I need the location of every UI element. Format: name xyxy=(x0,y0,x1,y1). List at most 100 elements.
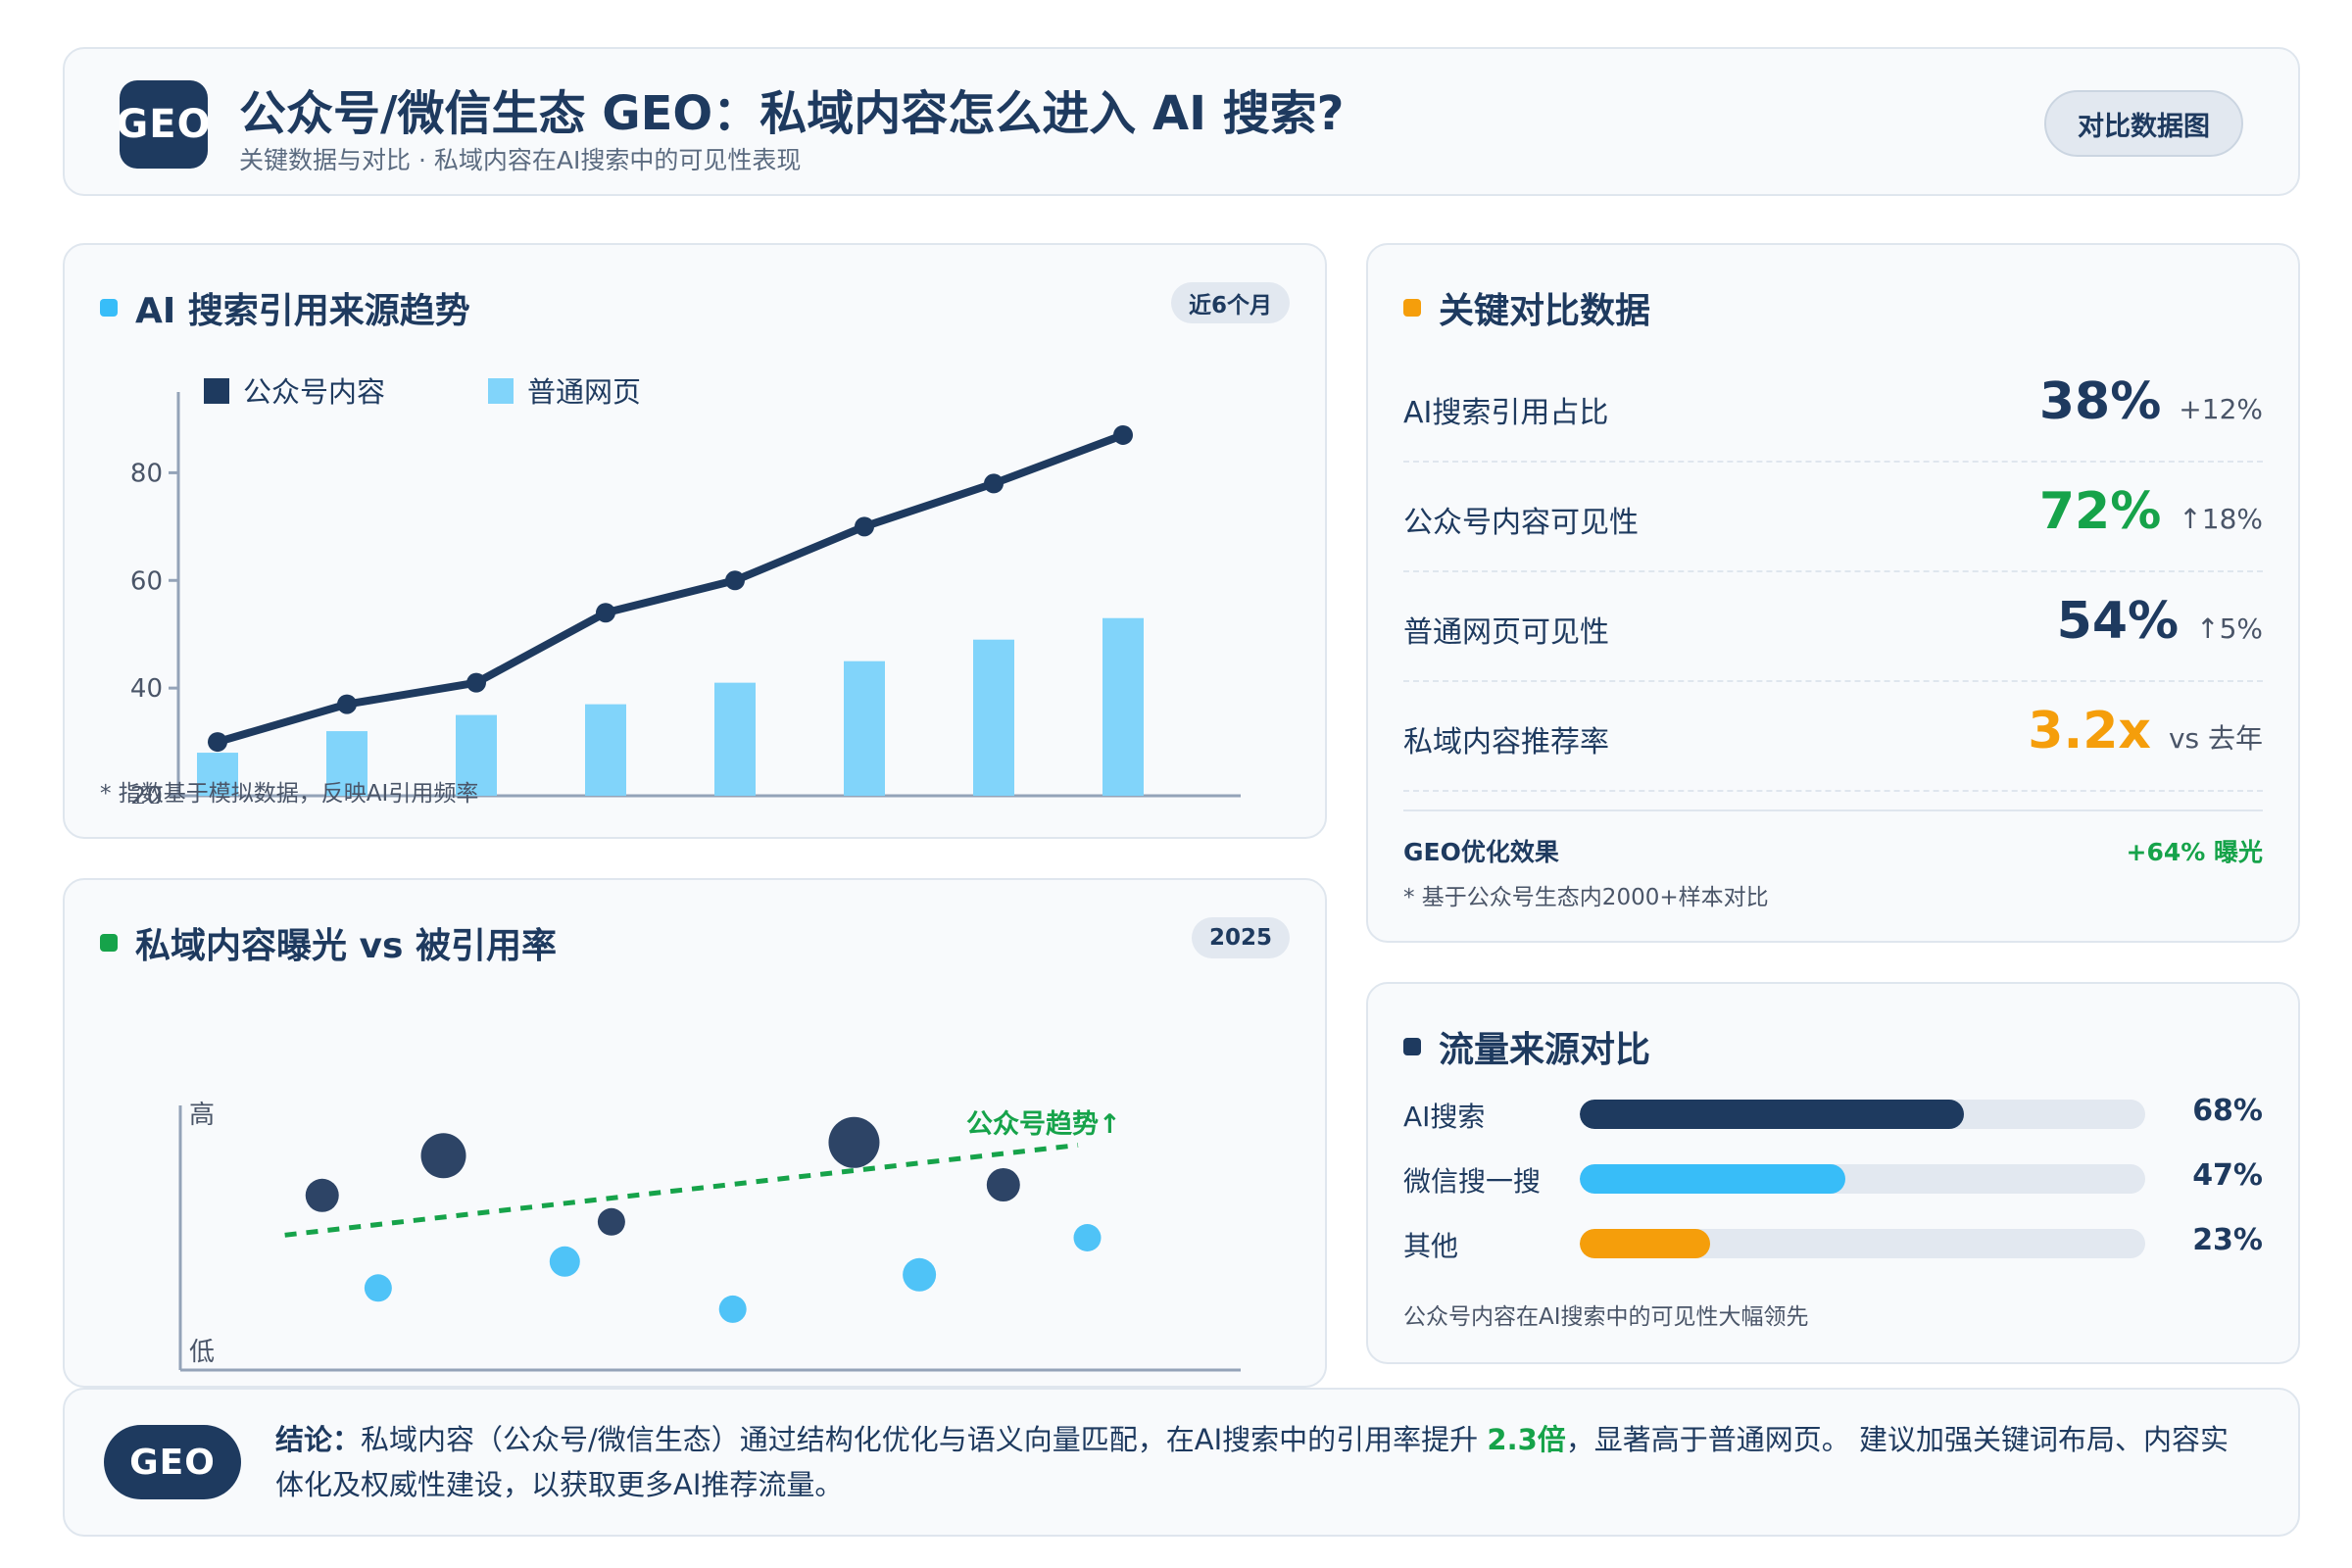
compare-row-delta: ↑5% xyxy=(2196,612,2263,645)
conclusion-text: 结论：私域内容（公众号/微信生态）通过结构化优化与语义向量匹配，在AI搜索中的引… xyxy=(275,1417,2239,1507)
compare-row: 公众号内容可见性 72% ↑18% xyxy=(1403,463,2263,572)
page-title: 公众号/微信生态 GEO：私域内容怎么进入 AI 搜索? xyxy=(239,86,1345,141)
compare-card: 关键对比数据 AI搜索引用占比 38% +12% 公众号内容可见性 72% ↑18% 普通网… xyxy=(1366,243,2300,943)
trendline-label: 公众号趋势↑ xyxy=(966,1109,1121,1140)
compare-row-metric: 3.2x vs 去年 xyxy=(2028,702,2263,760)
geo-effect-value: +64% 曝光 xyxy=(2126,838,2264,866)
trend-title-text: AI 搜索引用来源趋势 xyxy=(135,291,470,331)
traffic-footnote: 公众号内容在AI搜索中的可见性大幅领先 xyxy=(1403,1304,1809,1330)
geo-effect-row: GEO优化效果 +64% 曝光 xyxy=(1403,809,2263,868)
bar-web xyxy=(973,639,1014,796)
bar-web xyxy=(844,661,885,796)
title-marker-icon xyxy=(100,299,118,317)
conclusion-text-before: 私域内容（公众号/微信生态）通过结构化优化与语义向量匹配，在AI搜索中的引用率提… xyxy=(361,1423,1479,1456)
compare-row-metric: 72% ↑18% xyxy=(2039,482,2263,541)
point-wechat xyxy=(420,1133,466,1179)
legend-label-web: 普通网页 xyxy=(527,375,641,409)
point-web xyxy=(1073,1224,1102,1251)
conclusion-highlight: 2.3倍 xyxy=(1487,1423,1566,1456)
traffic-row-label: 其他 xyxy=(1403,1230,1459,1262)
legend-swatch-wechat xyxy=(204,378,229,404)
compare-row: AI搜索引用占比 38% +12% xyxy=(1403,353,2263,463)
line-point-wechat xyxy=(984,473,1004,494)
title-marker-icon xyxy=(1403,1038,1421,1055)
compare-row-delta: vs 去年 xyxy=(2168,722,2263,755)
traffic-row-pct: 23% xyxy=(2192,1223,2263,1257)
geo-logo: GEO xyxy=(120,80,208,169)
traffic-bar-track xyxy=(1580,1164,2145,1194)
line-point-wechat xyxy=(725,570,745,591)
trend-card: AI 搜索引用来源趋势 近6个月 公众号内容 普通网页 20 40 60 80 * 指数基… xyxy=(63,243,1327,839)
bar-web xyxy=(585,704,626,796)
compare-row-label: AI搜索引用占比 xyxy=(1403,396,1609,430)
conclusion-card: GEO 结论：私域内容（公众号/微信生态）通过结构化优化与语义向量匹配，在AI搜… xyxy=(63,1388,2300,1537)
traffic-bar-track xyxy=(1580,1229,2145,1258)
compare-row-value: 38% xyxy=(2038,372,2162,431)
scatter-title-text: 私域内容曝光 vs 被引用率 xyxy=(135,926,557,966)
y-label-low: 低 xyxy=(189,1338,215,1367)
point-wechat xyxy=(305,1178,339,1212)
trend-footnote: * 指数基于模拟数据，反映AI引用频率 xyxy=(100,781,479,807)
compare-row-metric: 38% +12% xyxy=(2039,372,2263,431)
traffic-bar-fill xyxy=(1580,1164,1846,1194)
point-wechat xyxy=(828,1116,880,1168)
traffic-bar-fill xyxy=(1580,1100,1965,1129)
compare-chart-button[interactable]: 对比数据图 xyxy=(2044,90,2243,157)
title-marker-icon xyxy=(1403,299,1421,317)
traffic-row: 其他 23% xyxy=(1403,1223,2263,1262)
geo-effect-label: GEO优化效果 xyxy=(1403,838,1559,866)
point-web xyxy=(903,1257,937,1292)
trend-period-tag[interactable]: 近6个月 xyxy=(1170,282,1290,323)
compare-row-delta: +12% xyxy=(2179,393,2263,425)
scatter-card-title: 私域内容曝光 vs 被引用率 xyxy=(100,917,557,968)
point-wechat xyxy=(986,1168,1020,1201)
compare-row: 普通网页可见性 54% ↑5% xyxy=(1403,572,2263,682)
line-point-wechat xyxy=(855,516,874,537)
compare-row-delta: ↑18% xyxy=(2179,503,2263,535)
traffic-card: 流量来源对比 AI搜索 68% 微信搜一搜 47% 其他 23% 公众号内容在AI搜索中的… xyxy=(1366,982,2300,1364)
compare-row-metric: 54% ↑5% xyxy=(2057,592,2263,651)
line-point-wechat xyxy=(1113,424,1133,445)
y-label-high: 高 xyxy=(189,1101,215,1130)
title-marker-icon xyxy=(100,934,118,952)
compare-row-value: 54% xyxy=(2056,592,2180,651)
legend-swatch-web xyxy=(488,378,514,404)
traffic-title-text: 流量来源对比 xyxy=(1439,1030,1651,1070)
trend-chart: 公众号内容 普通网页 20 40 60 80 xyxy=(130,375,1241,804)
point-web xyxy=(549,1246,580,1277)
y-tick-label: 80 xyxy=(130,459,163,488)
bar-web xyxy=(1102,617,1144,796)
bar-web xyxy=(326,731,368,796)
compare-footnote: * 基于公众号生态内2000+样本对比 xyxy=(1403,885,1769,910)
geo-badge: GEO xyxy=(104,1425,241,1499)
trend-card-title: AI 搜索引用来源趋势 xyxy=(100,282,470,333)
scatter-year-tag[interactable]: 2025 xyxy=(1191,917,1290,958)
compare-row-value: 72% xyxy=(2038,482,2162,541)
traffic-card-title: 流量来源对比 xyxy=(1403,1021,1650,1072)
traffic-row: 微信搜一搜 47% xyxy=(1403,1158,2263,1198)
line-point-wechat xyxy=(466,672,486,693)
line-point-wechat xyxy=(596,603,615,623)
compare-row-label: 私域内容推荐率 xyxy=(1403,725,1609,760)
conclusion-text-after: ，显著高于普通网页。 建议加强关键词布局、内容实体化及权威性建设，以获取更多AI… xyxy=(275,1423,2230,1501)
header-card: GEO 公众号/微信生态 GEO：私域内容怎么进入 AI 搜索? 关键数据与对比… xyxy=(63,47,2300,196)
traffic-row-label: AI搜索 xyxy=(1403,1101,1486,1133)
traffic-row-pct: 68% xyxy=(2192,1094,2263,1128)
page-subtitle: 关键数据与对比 · 私域内容在AI搜索中的可见性表现 xyxy=(239,146,802,174)
compare-card-title: 关键对比数据 xyxy=(1403,282,1650,333)
conclusion-label: 结论： xyxy=(275,1423,362,1456)
line-point-wechat xyxy=(208,732,227,753)
traffic-row-label: 微信搜一搜 xyxy=(1403,1165,1542,1198)
bar-web xyxy=(714,682,756,796)
line-point-wechat xyxy=(337,694,357,714)
y-tick-label: 60 xyxy=(130,566,163,596)
point-web xyxy=(718,1295,747,1323)
traffic-bar-fill xyxy=(1580,1229,1710,1258)
line-wechat xyxy=(214,430,1127,747)
compare-row-label: 公众号内容可见性 xyxy=(1403,506,1639,540)
traffic-row-pct: 47% xyxy=(2192,1158,2263,1193)
traffic-row: AI搜索 68% xyxy=(1403,1094,2263,1133)
compare-title-text: 关键对比数据 xyxy=(1439,291,1651,331)
